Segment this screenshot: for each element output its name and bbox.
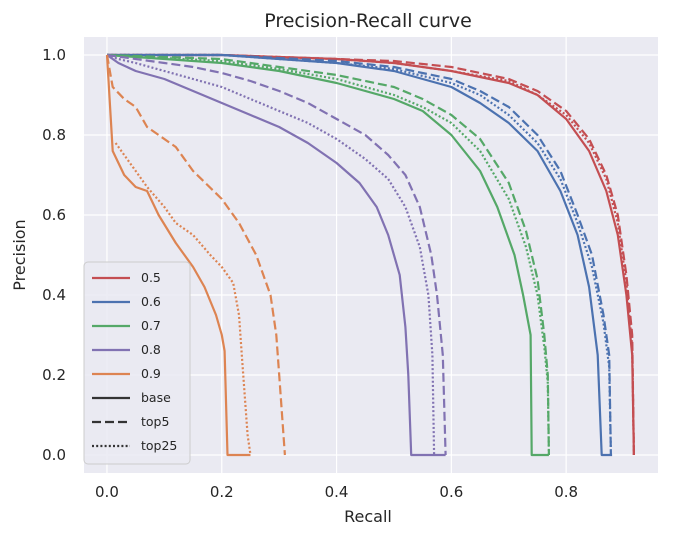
- curve-0_9-top25: [114, 142, 252, 456]
- legend-label: base: [141, 390, 171, 405]
- curves: [105, 53, 635, 457]
- x-axis-label: Recall: [344, 507, 392, 526]
- curve-0_9-top5: [105, 54, 286, 456]
- x-tick-label: 0.8: [554, 483, 578, 501]
- x-tick-label: 0.0: [95, 483, 119, 501]
- curve-0_9-base: [105, 54, 251, 457]
- curve-0_6-top5: [107, 53, 612, 456]
- curve-0_8-top5: [106, 53, 447, 456]
- x-tick-label: 0.2: [210, 483, 234, 501]
- curve-0_7-base: [106, 53, 549, 457]
- y-axis-label: Precision: [10, 219, 29, 290]
- legend-label: top25: [141, 438, 177, 453]
- y-tick-label: 1.0: [42, 46, 66, 64]
- legend-label: 0.7: [141, 318, 161, 333]
- curve-0_7-top5: [106, 53, 550, 456]
- chart-title: Precision-Recall curve: [264, 10, 472, 32]
- y-tick-label: 0.6: [42, 206, 66, 224]
- y-tick-label: 0.8: [42, 126, 66, 144]
- legend-label: 0.9: [141, 366, 161, 381]
- y-tick-label: 0.0: [42, 446, 66, 464]
- curve-0_8-base: [106, 54, 446, 457]
- legend-label: 0.5: [141, 270, 161, 285]
- legend-label: top5: [141, 414, 169, 429]
- y-tick-label: 0.2: [42, 366, 66, 384]
- x-tick-label: 0.6: [439, 483, 463, 501]
- legend-box: [83, 261, 191, 465]
- legend: 0.5 0.6 0.7 0.8 0.9 base top5 top25: [83, 261, 191, 465]
- axes: 0.0 0.2 0.4 0.6 0.8 0.0 0.2 0.4 0.6 0.8 1.0: [42, 46, 578, 501]
- curve-0_6-top25: [107, 53, 612, 456]
- y-tick-label: 0.4: [42, 286, 66, 304]
- legend-label: 0.6: [141, 294, 161, 309]
- x-tick-label: 0.4: [325, 483, 349, 501]
- curve-0_5-top5: [107, 53, 635, 456]
- curve-0_7-top25: [106, 53, 550, 456]
- legend-label: 0.8: [141, 342, 161, 357]
